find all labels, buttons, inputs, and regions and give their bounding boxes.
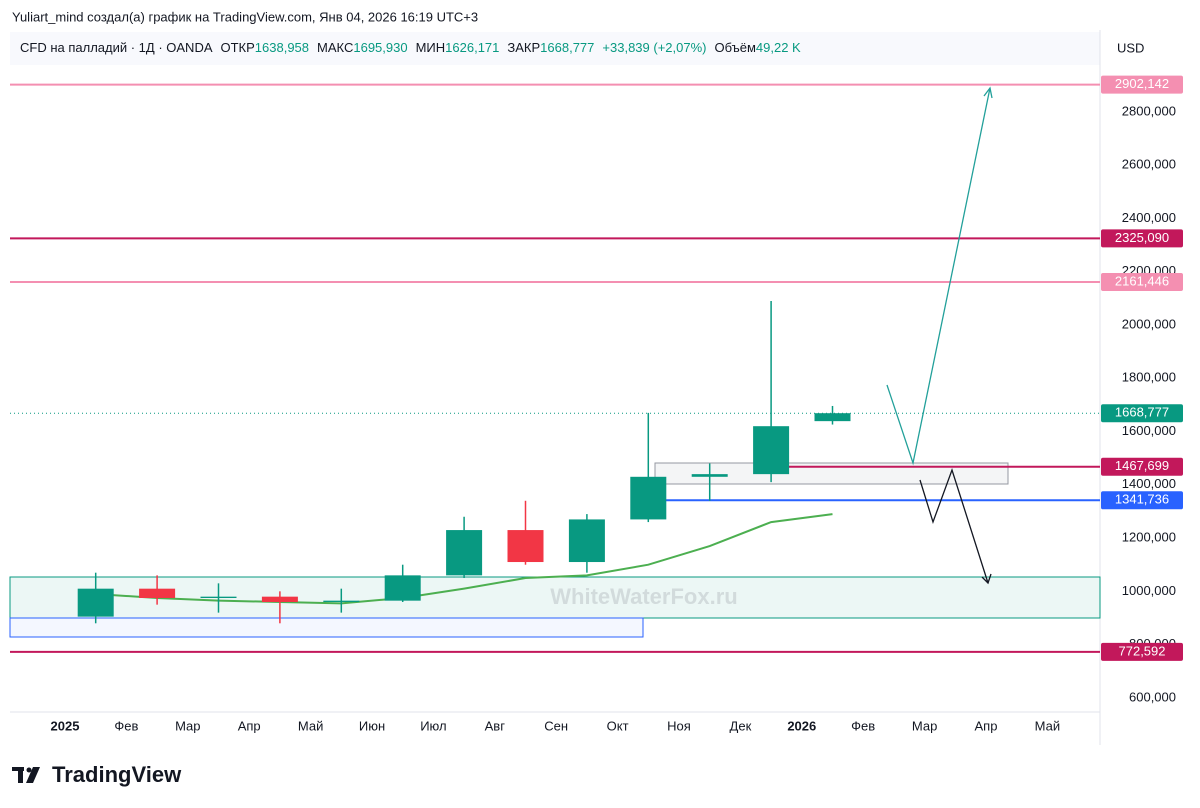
level-label: 2902,142	[1115, 76, 1169, 91]
plot	[10, 83, 1100, 653]
legend-item: +33,839 (+2,07%)	[602, 40, 706, 55]
x-tick-label: Июл	[420, 718, 446, 733]
x-tick-label: Фев	[851, 718, 875, 733]
candle-body	[261, 596, 298, 602]
y-tick-label: 1600,000	[1122, 423, 1176, 438]
candle-body	[200, 596, 237, 598]
level-label: 1341,736	[1115, 492, 1169, 507]
x-tick-label: 2026	[787, 718, 816, 733]
legend: CFD на палладий · 1Д · OANDA ОТКР1638,958…	[20, 40, 801, 55]
legend-item: МАКС	[317, 40, 353, 55]
x-tick-label: Апр	[238, 718, 261, 733]
x-tick-label: Мар	[175, 718, 200, 733]
candle-body	[446, 530, 483, 576]
candle-body	[814, 413, 851, 422]
currency: USD	[1117, 40, 1144, 55]
forecast-arrow	[886, 87, 991, 466]
candle-body	[139, 588, 176, 598]
legend-item: CFD на палладий · 1Д · OANDA	[20, 40, 213, 55]
legend-item: ОТКР	[221, 40, 255, 55]
legend-bar	[10, 32, 1100, 65]
level-label-bg	[1101, 404, 1183, 423]
level-label-bg	[1101, 457, 1183, 476]
watermark: WhiteWaterFox.ru	[550, 584, 737, 609]
legend-item: ЗАКР	[507, 40, 540, 55]
author-line: Yuliart_mind создал(а) график на Trading…	[12, 9, 478, 24]
legend-item: Объём	[714, 40, 755, 55]
x-tick-label: Сен	[544, 718, 568, 733]
level-label-bg	[1101, 272, 1183, 291]
x-tick-label: Июн	[359, 718, 385, 733]
x-tick-label: 2025	[51, 718, 80, 733]
x-tick-label: Ноя	[667, 718, 691, 733]
arrow-head	[981, 573, 992, 585]
legend-item: 1626,171	[445, 40, 499, 55]
y-tick-label: 2400,000	[1122, 210, 1176, 225]
candle-body	[323, 600, 360, 602]
level-label-bg	[1101, 642, 1183, 661]
level-label: 772,592	[1119, 643, 1166, 658]
x-tick-label: Фев	[114, 718, 138, 733]
x-tick-label: Окт	[607, 718, 629, 733]
y-tick-label: 1800,000	[1122, 370, 1176, 385]
legend-item: 1668,777	[540, 40, 594, 55]
candle-body	[691, 474, 728, 477]
legend-item: 1638,958	[255, 40, 309, 55]
level-label-bg	[1101, 229, 1183, 248]
candle-body	[507, 530, 544, 563]
x-tick-label: Май	[298, 718, 323, 733]
x-tick-label: Апр	[975, 718, 998, 733]
legend-item: МИН	[416, 40, 446, 55]
level-label: 2325,090	[1115, 230, 1169, 245]
candle-body	[77, 588, 114, 617]
level-label: 2161,446	[1115, 273, 1169, 288]
level-label-bg	[1101, 491, 1183, 510]
forecast-arrow	[919, 467, 989, 584]
level-label-bg	[1101, 75, 1183, 94]
arrow-head	[983, 86, 993, 99]
level-label: 1668,777	[1115, 405, 1169, 420]
y-tick-label: 600,000	[1129, 689, 1176, 704]
candle-body	[384, 575, 421, 601]
legend-item: 1695,930	[353, 40, 407, 55]
x-tick-label: Мар	[912, 718, 937, 733]
y-tick-label: 1200,000	[1122, 530, 1176, 545]
logo	[12, 767, 40, 783]
y-tick-label: 2000,000	[1122, 316, 1176, 331]
candle-body	[568, 519, 605, 563]
x-tick-label: Май	[1035, 718, 1060, 733]
range-box	[654, 462, 1009, 485]
range-box	[9, 617, 644, 638]
legend-item: 49,22 K	[756, 40, 801, 55]
y-tick-label: 2600,000	[1122, 157, 1176, 172]
brand: TradingView	[52, 762, 182, 787]
x-tick-label: Авг	[485, 718, 506, 733]
candle-body	[753, 426, 790, 475]
y-tick-label: 1000,000	[1122, 583, 1176, 598]
x-tick-label: Дек	[730, 718, 752, 733]
candle-body	[630, 476, 667, 520]
y-tick-label: 1400,000	[1122, 476, 1176, 491]
y-tick-label: 2800,000	[1122, 103, 1176, 118]
level-label: 1467,699	[1115, 458, 1169, 473]
